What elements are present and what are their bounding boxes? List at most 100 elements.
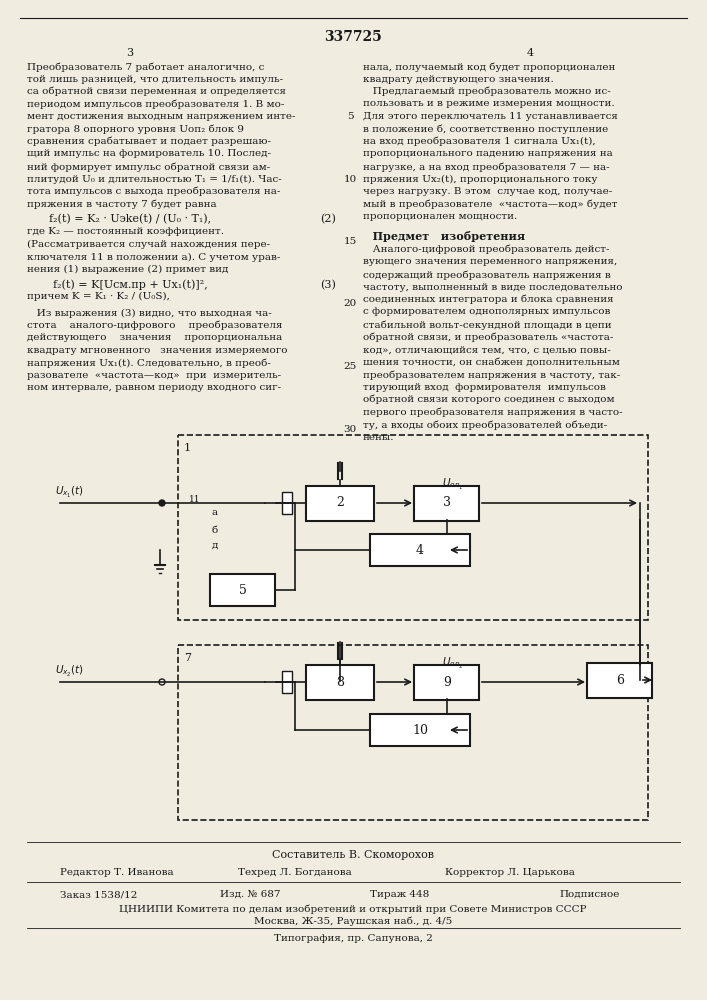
Text: f₂(t) = K₂ · Uэke(t) / (U₀ · T₁),: f₂(t) = K₂ · Uэke(t) / (U₀ · T₁), [49,214,211,224]
Text: пряжения Uх₂(t), пропорционального току: пряжения Uх₂(t), пропорционального току [363,174,597,184]
Bar [414,664,479,700]
Circle shape [159,500,165,506]
Text: Корректор Л. Царькова: Корректор Л. Царькова [445,868,575,877]
Text: Техред Л. Богданова: Техред Л. Богданова [238,868,352,877]
Text: Москва, Ж-35, Раушская наб., д. 4/5: Москва, Ж-35, Раушская наб., д. 4/5 [254,916,452,926]
Text: той лишь разницей, что длительность импуль-: той лишь разницей, что длительность импу… [27,75,283,84]
Text: сравнения срабатывает и подает разрешаю-: сравнения срабатывает и подает разрешаю- [27,137,271,146]
Text: (2): (2) [320,214,336,224]
Text: причем K = K₁ · K₂ / (U₀S),: причем K = K₁ · K₂ / (U₀S), [27,292,170,301]
Text: Заказ 1538/12: Заказ 1538/12 [60,890,137,899]
Bar [178,645,648,820]
Text: 6: 6 [616,674,624,686]
Text: $U_{on_2}$: $U_{on_2}$ [442,656,463,671]
Text: пользовать и в режиме измерения мощности.: пользовать и в режиме измерения мощности… [363,100,614,108]
Text: 4: 4 [416,544,424,556]
Text: Изд. № 687: Изд. № 687 [220,890,280,899]
Text: б: б [212,526,218,535]
Text: Преобразователь 7 работает аналогично, с: Преобразователь 7 работает аналогично, с [27,62,264,72]
Text: соединенных интегратора и блока сравнения: соединенных интегратора и блока сравнени… [363,295,614,304]
Text: гратора 8 опорного уровня Uоп₂ блок 9: гратора 8 опорного уровня Uоп₂ блок 9 [27,124,244,134]
Text: обратной связи которого соединен с выходом: обратной связи которого соединен с выход… [363,395,614,404]
Text: (3): (3) [320,279,336,290]
Text: 10: 10 [412,724,428,736]
Text: тирующий вход  формирователя  импульсов: тирующий вход формирователя импульсов [363,382,606,391]
Text: тота импульсов с выхода преобразователя на-: тота импульсов с выхода преобразователя … [27,187,281,196]
Text: Предмет   изобретения: Предмет изобретения [361,231,525,241]
Text: мент достижения выходным напряжением инте-: мент достижения выходным напряжением инт… [27,112,296,121]
Text: квадрату мгновенного   значения измеряемого: квадрату мгновенного значения измеряемог… [27,346,288,355]
Text: частоту, выполненный в виде последовательно: частоту, выполненный в виде последовател… [363,282,622,292]
Text: содержащий преобразователь напряжения в: содержащий преобразователь напряжения в [363,270,611,279]
Text: Составитель В. Скоморохов: Составитель В. Скоморохов [272,850,434,860]
Text: 337725: 337725 [324,30,382,44]
Text: 8: 8 [336,676,344,688]
Text: $U_{on_1}$: $U_{on_1}$ [442,477,464,492]
Text: нагрузке, а на вход преобразователя 7 — на-: нагрузке, а на вход преобразователя 7 — … [363,162,609,172]
Text: стота    аналого-цифрового    преобразователя: стота аналого-цифрового преобразователя [27,321,283,330]
Text: нения (1) выражение (2) примет вид: нения (1) выражение (2) примет вид [27,265,228,274]
Bar [211,574,276,606]
Text: пряжения в частоту 7 будет равна: пряжения в частоту 7 будет равна [27,200,216,209]
Text: 1: 1 [184,443,191,453]
Text: в положение б, соответственно поступление: в положение б, соответственно поступлени… [363,124,608,134]
Text: Редактор Т. Иванова: Редактор Т. Иванова [60,868,174,877]
Text: 11: 11 [189,495,201,504]
Bar [178,435,648,620]
Text: код», отличающийся тем, что, с целью повы-: код», отличающийся тем, что, с целью пов… [363,345,611,354]
Text: через нагрузку. В этом  случае код, получае-: через нагрузку. В этом случае код, получ… [363,187,612,196]
Text: первого преобразователя напряжения в часто-: первого преобразователя напряжения в час… [363,408,623,417]
Text: квадрату действующего значения.: квадрату действующего значения. [363,75,554,84]
Text: преобразователем напряжения в частоту, так-: преобразователем напряжения в частоту, т… [363,370,620,379]
Text: 9: 9 [443,676,451,688]
Bar [414,486,479,520]
Text: 25: 25 [344,362,356,371]
Text: нала, получаемый код будет пропорционален: нала, получаемый код будет пропорционале… [363,62,615,72]
Text: плитудой U₀ и длительностью T₁ = 1/f₁(t). Час-: плитудой U₀ и длительностью T₁ = 1/f₁(t)… [27,174,282,184]
Text: a: a [212,508,218,517]
Text: на вход преобразователя 1 сигнала Uх₁(t),: на вход преобразователя 1 сигнала Uх₁(t)… [363,137,595,146]
Text: Типография, пр. Сапунова, 2: Типография, пр. Сапунова, 2 [274,934,433,943]
Text: где K₂ — постоянный коэффициент.: где K₂ — постоянный коэффициент. [27,228,224,236]
Text: $U_{x_1}(t)$: $U_{x_1}(t)$ [55,485,84,500]
Bar [370,534,470,566]
Text: 5: 5 [346,112,354,121]
Text: 10: 10 [344,174,356,184]
Text: 15: 15 [344,237,356,246]
Text: периодом импульсов преобразователя 1. В мо-: периодом импульсов преобразователя 1. В … [27,100,284,109]
Text: мый в преобразователе  «частота—код» будет: мый в преобразователе «частота—код» буде… [363,200,617,209]
Text: ключателя 11 в положении a). С учетом урав-: ключателя 11 в положении a). С учетом ур… [27,252,281,262]
Text: нены.: нены. [363,432,395,442]
Text: щий импульс на формирователь 10. Послед-: щий импульс на формирователь 10. Послед- [27,149,271,158]
Text: 4: 4 [527,48,534,58]
Bar [370,714,470,746]
Text: ний формирует импульс обратной связи ам-: ний формирует импульс обратной связи ам- [27,162,270,172]
Text: действующего    значения    пропорциональна: действующего значения пропорциональна [27,334,282,342]
Text: ту, а входы обоих преобразователей объеди-: ту, а входы обоих преобразователей объед… [363,420,607,430]
Bar [306,664,374,700]
Text: пропорционального падению напряжения на: пропорционального падению напряжения на [363,149,613,158]
Text: 3: 3 [127,48,134,58]
Text: 2: 2 [336,496,344,510]
Text: д: д [212,541,218,550]
Text: са обратной связи переменная и определяется: са обратной связи переменная и определяе… [27,87,286,97]
Text: ЦНИИПИ Комитета по делам изобретений и открытий при Совете Министров СССР: ЦНИИПИ Комитета по делам изобретений и о… [119,904,587,914]
Text: с формирователем однополярных импульсов: с формирователем однополярных импульсов [363,308,610,316]
Text: Подписное: Подписное [560,890,620,899]
Text: разователе  «частота—код»  при  измеритель-: разователе «частота—код» при измеритель- [27,371,281,380]
Bar [282,671,292,693]
Text: Для этого переключатель 11 устанавливается: Для этого переключатель 11 устанавливает… [363,112,618,121]
Text: обратной связи, и преобразователь «частота-: обратной связи, и преобразователь «часто… [363,332,614,342]
Text: 3: 3 [443,496,451,510]
Text: f₂(t) = K[Uсм.пр + Uх₁(t)]²,: f₂(t) = K[Uсм.пр + Uх₁(t)]², [52,279,207,290]
Bar [588,662,653,698]
Text: 7: 7 [184,653,191,663]
Bar [306,486,374,520]
Text: пропорционален мощности.: пропорционален мощности. [363,212,518,221]
Text: $U_{x_2}(t)$: $U_{x_2}(t)$ [55,664,84,679]
Text: напряжения Uх₁(t). Следовательно, в преоб-: напряжения Uх₁(t). Следовательно, в прео… [27,359,271,368]
Text: Тираж 448: Тираж 448 [370,890,430,899]
Text: ном интервале, равном периоду входного сиг-: ном интервале, равном периоду входного с… [27,383,281,392]
Text: вующего значения переменного напряжения,: вующего значения переменного напряжения, [363,257,617,266]
Text: шения точности, он снабжен дополнительным: шения точности, он снабжен дополнительны… [363,358,620,366]
